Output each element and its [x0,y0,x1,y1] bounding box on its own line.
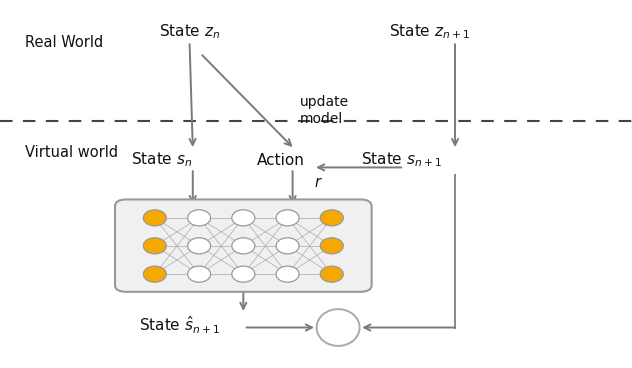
Ellipse shape [317,309,360,346]
Ellipse shape [320,210,343,226]
Text: Real World: Real World [25,35,104,50]
Text: State $z_{n+1}$: State $z_{n+1}$ [389,22,470,40]
Ellipse shape [143,266,166,282]
Ellipse shape [320,266,343,282]
FancyBboxPatch shape [115,199,372,292]
Text: State $s_{n+1}$: State $s_{n+1}$ [361,151,442,169]
Ellipse shape [232,266,255,282]
Text: update
model: update model [300,95,349,126]
Ellipse shape [276,266,299,282]
Ellipse shape [276,210,299,226]
Ellipse shape [143,238,166,254]
Ellipse shape [188,266,210,282]
Text: Action: Action [257,153,305,167]
Ellipse shape [143,210,166,226]
Ellipse shape [232,238,255,254]
Text: r: r [314,175,320,190]
Ellipse shape [188,238,210,254]
Ellipse shape [232,210,255,226]
Text: State $z_n$: State $z_n$ [159,22,220,40]
Text: State $s_n$: State $s_n$ [131,151,191,169]
Ellipse shape [320,238,343,254]
Ellipse shape [276,238,299,254]
Text: State $\hat{s}_{n+1}$: State $\hat{s}_{n+1}$ [139,315,220,336]
Ellipse shape [188,210,210,226]
Text: Virtual world: Virtual world [25,145,118,160]
